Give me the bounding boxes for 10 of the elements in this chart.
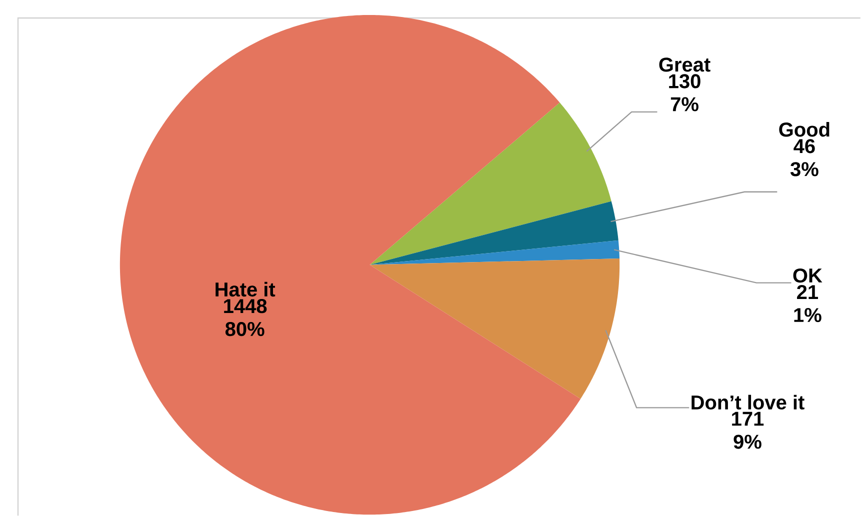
data-label: 1448 80% bbox=[224, 298, 267, 336]
slice-label: Hate it bbox=[216, 282, 276, 296]
data-label: 46 3% bbox=[790, 138, 818, 176]
data-label: 21 1% bbox=[794, 284, 822, 322]
slice-label: Good bbox=[779, 122, 830, 137]
slice-label: Don’t love it bbox=[692, 394, 804, 410]
data-label: 130 7% bbox=[669, 74, 700, 112]
slice-label: OK bbox=[793, 268, 822, 282]
slice-label: Great bbox=[659, 57, 710, 72]
data-label: 171 9% bbox=[732, 412, 764, 449]
